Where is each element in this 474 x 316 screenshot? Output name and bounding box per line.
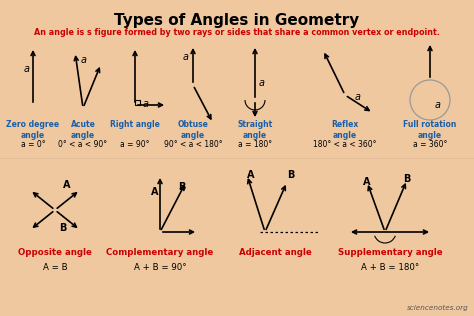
Text: Full rotation
angle: Full rotation angle xyxy=(403,120,456,140)
Text: A + B = 90°: A + B = 90° xyxy=(134,263,186,272)
Text: Complementary angle: Complementary angle xyxy=(106,248,214,257)
Text: A: A xyxy=(151,187,158,197)
Text: 180° < a < 360°: 180° < a < 360° xyxy=(313,140,377,149)
Text: Obtuse
angle: Obtuse angle xyxy=(178,120,209,140)
Text: a: a xyxy=(24,64,30,74)
Text: a = 180°: a = 180° xyxy=(238,140,272,149)
Bar xyxy=(135,100,140,105)
Text: Opposite angle: Opposite angle xyxy=(18,248,92,257)
Text: 0° < a < 90°: 0° < a < 90° xyxy=(58,140,108,149)
Text: Supplementary angle: Supplementary angle xyxy=(337,248,442,257)
Text: Acute
angle: Acute angle xyxy=(71,120,95,140)
Text: 90° < a < 180°: 90° < a < 180° xyxy=(164,140,222,149)
Text: a: a xyxy=(143,99,149,109)
Text: a = 90°: a = 90° xyxy=(120,140,150,149)
Text: An angle is s figure formed by two rays or sides that share a common vertex or e: An angle is s figure formed by two rays … xyxy=(34,28,440,37)
Text: B: B xyxy=(59,223,66,233)
Text: Straight
angle: Straight angle xyxy=(237,120,273,140)
Text: a = 360°: a = 360° xyxy=(413,140,447,149)
Text: Right angle: Right angle xyxy=(110,120,160,129)
Text: B: B xyxy=(287,170,294,180)
Text: A: A xyxy=(363,177,371,187)
Text: Adjacent angle: Adjacent angle xyxy=(238,248,311,257)
Text: a: a xyxy=(355,92,361,102)
Text: a: a xyxy=(183,52,189,62)
Text: A: A xyxy=(247,170,255,180)
Text: a: a xyxy=(435,100,441,110)
Text: Zero degree
angle: Zero degree angle xyxy=(7,120,60,140)
Text: a: a xyxy=(81,55,87,65)
Text: B: B xyxy=(178,182,185,192)
Text: B: B xyxy=(403,174,410,184)
Text: Types of Angles in Geometry: Types of Angles in Geometry xyxy=(114,13,360,28)
Text: sciencenotes.org: sciencenotes.org xyxy=(407,305,469,311)
Text: a: a xyxy=(259,78,265,88)
Text: Reflex
angle: Reflex angle xyxy=(331,120,359,140)
Text: A = B: A = B xyxy=(43,263,67,272)
Text: A + B = 180°: A + B = 180° xyxy=(361,263,419,272)
Text: a = 0°: a = 0° xyxy=(21,140,46,149)
Text: A: A xyxy=(63,180,71,190)
